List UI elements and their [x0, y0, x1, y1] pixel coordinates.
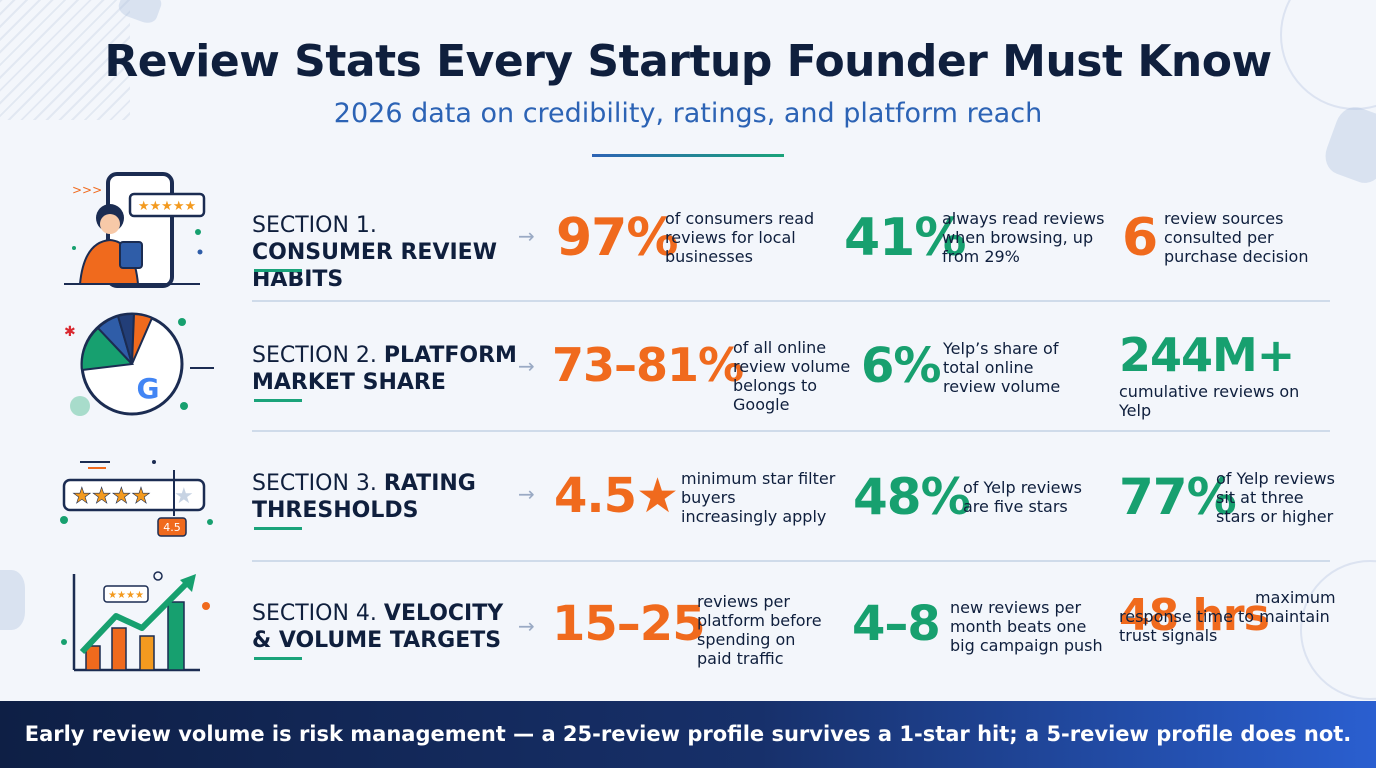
- stat-value: 6: [1122, 208, 1158, 268]
- stat-description: of all online review volume belongs to G…: [733, 338, 851, 414]
- stat-description: reviews per platform before spending on …: [697, 592, 822, 668]
- title-divider: [592, 154, 784, 157]
- background-stripes: [0, 0, 130, 120]
- footer-banner: Early review volume is risk management —…: [0, 701, 1376, 768]
- stat-description: new reviews per month beats one big camp…: [950, 598, 1103, 655]
- background-shape: [0, 570, 25, 630]
- section-row-4: ★★★★ SECTION 4. VELOCITY & VOLUME TARGET…: [0, 562, 1376, 690]
- section-title: SECTION 2. PLATFORM MARKET SHARE: [252, 342, 522, 396]
- section-row-1: ★★★★★ >>> SECTION 1. CONSUMER REVIEW HAB…: [0, 172, 1376, 300]
- section-underline: [254, 527, 302, 530]
- arrow-right-icon: →: [518, 354, 535, 378]
- svg-text:★★★★: ★★★★: [108, 590, 144, 601]
- svg-text:★★★★: ★★★★: [72, 484, 151, 509]
- stat-description: of Yelp reviews are five stars: [963, 478, 1082, 516]
- stat-value: 15–25: [552, 596, 706, 652]
- svg-text:★: ★: [174, 484, 194, 509]
- rating-badge: 4.5: [163, 521, 181, 534]
- stat-description: Yelp’s share of total online review volu…: [943, 339, 1061, 396]
- svg-text:G: G: [137, 372, 160, 405]
- section-name: CONSUMER REVIEW HABITS: [252, 240, 497, 292]
- pie-chart-google-icon: G ✱: [50, 302, 230, 430]
- star-rating-icon: ★★★★ ★ 4.5: [50, 432, 230, 560]
- stat-description: review sources consulted per purchase de…: [1164, 209, 1309, 266]
- section-title: SECTION 4. VELOCITY & VOLUME TARGETS: [252, 600, 522, 654]
- section-number: SECTION 4.: [252, 601, 377, 626]
- svg-text:★★★★★: ★★★★★: [138, 199, 196, 214]
- section-title: SECTION 1. CONSUMER REVIEW HABITS: [252, 212, 522, 293]
- section-name: PLATFORM MARKET SHARE: [252, 343, 517, 395]
- stat-value: 4–8: [852, 596, 941, 652]
- section-row-3: ★★★★ ★ 4.5 SECTION 3. RATING THRESHOLDS …: [0, 432, 1376, 560]
- stat-value: 73–81%: [552, 338, 744, 392]
- section-number: SECTION 2.: [252, 343, 377, 368]
- section-underline: [254, 657, 302, 660]
- stat-description: of consumers read reviews for local busi…: [665, 209, 815, 266]
- stat-description: cumulative reviews on Yelp: [1119, 382, 1300, 420]
- section-divider: [252, 300, 1330, 302]
- growth-chart-icon: ★★★★: [50, 562, 230, 690]
- stat-description: of Yelp reviews sit at three stars or hi…: [1216, 469, 1335, 526]
- page-subtitle: 2026 data on credibility, ratings, and p…: [333, 98, 1043, 129]
- stat-value: 41%: [844, 208, 966, 268]
- svg-text:✱: ✱: [64, 324, 76, 340]
- stat-value: 97%: [556, 208, 678, 268]
- section-number: SECTION 1.: [252, 213, 377, 238]
- section-divider: [252, 560, 1330, 562]
- stat-description: maximum response time to maintain trust …: [1119, 588, 1336, 645]
- phone-reviewer-icon: ★★★★★ >>>: [50, 172, 230, 300]
- section-title: SECTION 3. RATING THRESHOLDS: [252, 470, 522, 524]
- stat-value: 77%: [1119, 468, 1237, 526]
- stat-value: 6%: [861, 338, 941, 394]
- svg-text:>>>: >>>: [72, 183, 102, 197]
- stat-value: 244M+: [1119, 328, 1295, 382]
- section-name: VELOCITY & VOLUME TARGETS: [252, 601, 504, 653]
- arrow-right-icon: →: [518, 224, 535, 248]
- section-number: SECTION 3.: [252, 471, 377, 496]
- section-divider: [252, 430, 1330, 432]
- arrow-right-icon: →: [518, 614, 535, 638]
- stat-value: 48%: [853, 468, 971, 526]
- section-row-2: G ✱ SECTION 2. PLATFORM MARKET SHARE → 7…: [0, 302, 1376, 430]
- page-title: Review Stats Every Startup Founder Must …: [104, 36, 1272, 87]
- section-underline: [254, 399, 302, 402]
- stat-value: 48 hrs: [1119, 590, 1270, 641]
- stat-description: always read reviews when browsing, up fr…: [942, 209, 1105, 266]
- section-underline: [254, 269, 302, 272]
- section-name: RATING THRESHOLDS: [252, 471, 476, 523]
- arrow-right-icon: →: [518, 482, 535, 506]
- stat-description: minimum star filter buyers increasingly …: [681, 469, 836, 526]
- stat-value: 4.5★: [554, 468, 679, 524]
